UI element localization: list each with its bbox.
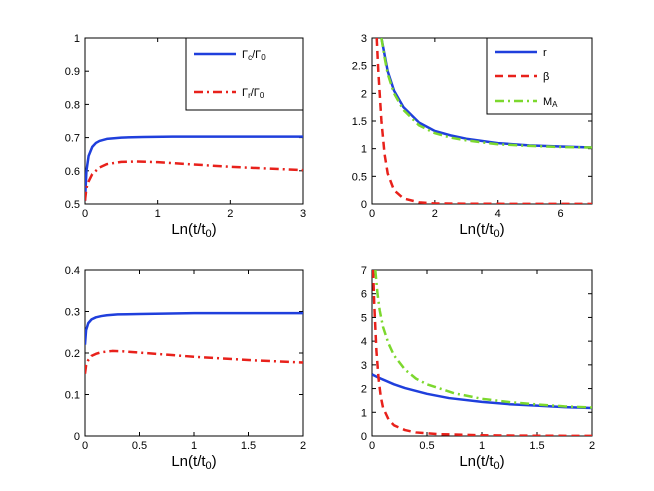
x-tick-label: 1 bbox=[191, 440, 197, 452]
chart-top-right: 0 2 4 6 0 0.5 1 1.5 2 2.5 3 Ln(t/t0) rβ MA bbox=[352, 33, 593, 240]
y-tick-label: 2 bbox=[361, 88, 367, 100]
y-tick-label: 0.5 bbox=[352, 171, 367, 183]
y-tick-label: 0.3 bbox=[65, 307, 80, 319]
plot-area bbox=[84, 269, 304, 437]
y-tick-label: 2.5 bbox=[352, 61, 367, 73]
legend-box bbox=[185, 37, 304, 111]
chart-top-left: 0 1 2 3 0.5 0.6 0.7 0.8 0.9 1 Ln(t/t0) Γc/Γ0 Γr/Γ0 bbox=[65, 33, 306, 240]
legend: Γc/Γ0 Γr/Γ0 bbox=[185, 37, 304, 111]
x-tick-label: 0.5 bbox=[419, 440, 434, 452]
legend-label: r bbox=[543, 47, 547, 59]
x-tick-label: 0 bbox=[369, 208, 375, 220]
x-tick-label: 6 bbox=[558, 208, 564, 220]
y-tick-label: 1 bbox=[361, 144, 367, 156]
chart-bottom-right: 0 0.5 1 1.5 2 0 1 2 3 4 5 6 7 Ln(t/t0) bbox=[361, 265, 595, 472]
x-tick-label: 1 bbox=[479, 440, 485, 452]
legend-label: Γc/Γ0 bbox=[242, 49, 266, 62]
legend-label: Γr/Γ0 bbox=[242, 87, 265, 100]
y-tick-label: 2 bbox=[361, 384, 367, 396]
x-tick-label: 0 bbox=[369, 440, 375, 452]
x-tick-label: 0.5 bbox=[132, 440, 147, 452]
y-tick-label: 1 bbox=[74, 33, 80, 45]
y-tick-label: 0.5 bbox=[65, 199, 80, 211]
y-tick-label: 0 bbox=[74, 431, 80, 443]
x-tick-label: 2 bbox=[432, 208, 438, 220]
legend: rβ MA bbox=[486, 37, 593, 115]
series-line bbox=[85, 349, 303, 374]
series-line bbox=[375, 38, 592, 204]
y-tick-label: 1 bbox=[361, 407, 367, 419]
series-line bbox=[374, 270, 592, 409]
series-line bbox=[85, 311, 303, 345]
x-tick-label: 4 bbox=[495, 208, 501, 220]
y-tick-label: 1.5 bbox=[352, 116, 367, 128]
legend-box bbox=[486, 37, 593, 115]
series-line bbox=[85, 135, 303, 201]
x-tick-label: 0 bbox=[82, 208, 88, 220]
y-tick-label: 0.1 bbox=[65, 390, 80, 402]
chart-bottom-left: 0 0.5 1 1.5 2 0 0.1 0.2 0.3 0.4 Ln(t/t0) bbox=[65, 265, 306, 472]
y-tick-label: 4 bbox=[361, 336, 367, 348]
y-tick-label: 0.2 bbox=[65, 348, 80, 360]
y-tick-label: 0.6 bbox=[65, 166, 80, 178]
series-line bbox=[85, 160, 303, 201]
y-tick-label: 0.7 bbox=[65, 133, 80, 145]
y-tick-label: 0 bbox=[361, 431, 367, 443]
x-tick-label: 2 bbox=[300, 440, 306, 452]
x-tick-label: 3 bbox=[300, 208, 306, 220]
y-tick-label: 7 bbox=[361, 265, 367, 277]
x-axis-label: Ln(t/t0) bbox=[171, 221, 216, 240]
x-tick-label: 1.5 bbox=[529, 440, 544, 452]
x-tick-label: 1.5 bbox=[241, 440, 256, 452]
x-axis-label: Ln(t/t0) bbox=[459, 453, 504, 472]
x-tick-label: 0 bbox=[82, 440, 88, 452]
x-tick-label: 2 bbox=[227, 208, 233, 220]
y-tick-label: 3 bbox=[361, 360, 367, 372]
y-tick-label: 3 bbox=[361, 33, 367, 45]
x-tick-label: 1 bbox=[155, 208, 161, 220]
x-axis-label: Ln(t/t0) bbox=[171, 453, 216, 472]
series-line bbox=[372, 270, 592, 436]
legend-label: MA bbox=[543, 96, 558, 109]
series-line bbox=[380, 38, 592, 149]
y-tick-label: 0.8 bbox=[65, 99, 80, 111]
y-tick-label: 0.9 bbox=[65, 66, 80, 78]
y-tick-label: 6 bbox=[361, 289, 367, 301]
y-tick-label: 0.4 bbox=[65, 265, 80, 277]
y-tick-label: 5 bbox=[361, 312, 367, 324]
x-tick-label: 2 bbox=[589, 440, 595, 452]
x-axis-label: Ln(t/t0) bbox=[459, 221, 504, 240]
plot-area bbox=[371, 269, 593, 437]
y-tick-label: 0 bbox=[361, 199, 367, 211]
legend-label: β bbox=[543, 71, 549, 83]
